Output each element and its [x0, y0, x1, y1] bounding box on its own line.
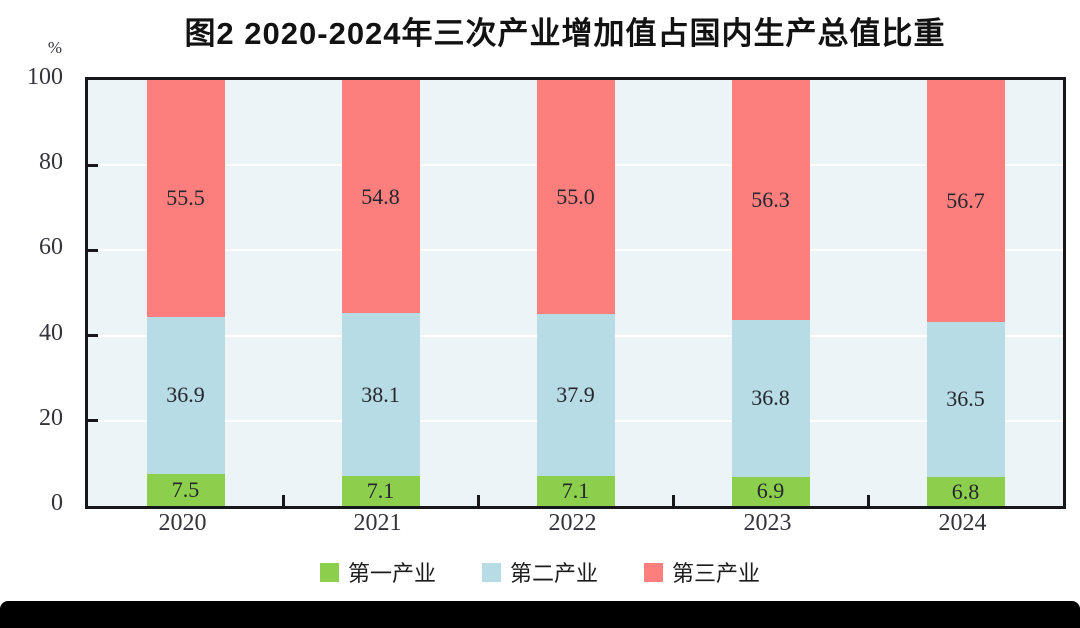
value-label-第一产业-2022: 7.1	[561, 477, 590, 503]
value-label-第一产业-2023: 6.9	[756, 478, 785, 504]
x-axis-label-2023: 2023	[743, 510, 792, 536]
value-label-第三产业-2020: 55.5	[166, 185, 205, 211]
y-tick-60	[88, 248, 98, 252]
y-axis-label-60: 60	[39, 234, 63, 261]
x-boundary-tick-1	[281, 495, 285, 506]
segment-第二产业-2022	[536, 314, 615, 476]
segment-第一产业-2023	[731, 476, 810, 506]
legend-label: 第二产业	[509, 561, 598, 586]
segment-第三产业-2022	[536, 80, 615, 315]
legend-item-第一产业: 第一产业	[319, 556, 436, 588]
y-axis-label-80: 80	[39, 149, 63, 176]
value-label-第一产业-2020: 7.5	[171, 477, 200, 503]
segment-第二产业-2023	[731, 319, 810, 477]
legend-swatch-icon	[481, 562, 501, 582]
value-label-第二产业-2022: 37.9	[556, 382, 595, 408]
value-label-第二产业-2020: 36.9	[166, 382, 205, 408]
legend-label: 第三产业	[672, 561, 761, 586]
y-tick-80	[88, 163, 98, 167]
value-label-第三产业-2022: 55.0	[556, 184, 595, 210]
segment-第三产业-2020	[146, 80, 225, 317]
x-axis-label-2020: 2020	[158, 510, 207, 536]
y-axis-label-100: 100	[27, 64, 63, 90]
legend-item-第二产业: 第二产业	[481, 556, 598, 588]
legend: 第一产业 第二产业 第三产业	[0, 556, 1080, 588]
stacked-bar-2021: 7.1 38.1 54.8	[341, 80, 420, 506]
x-boundary-tick-3	[671, 495, 675, 506]
value-label-第二产业-2023: 36.8	[751, 385, 790, 411]
stacked-bar-2022: 7.1 37.9 55.0	[536, 80, 615, 506]
x-axis-label-2024: 2024	[938, 510, 987, 536]
segment-第三产业-2023	[731, 80, 810, 320]
x-axis-label-2021: 2021	[353, 510, 402, 536]
y-axis-unit-label: %	[47, 38, 62, 57]
segment-第一产业-2020	[146, 474, 225, 506]
y-tick-40	[88, 334, 98, 338]
legend-label: 第一产业	[347, 561, 436, 586]
segment-第二产业-2024	[926, 321, 1005, 478]
stacked-bar-2023: 6.9 36.8 56.3	[731, 80, 810, 506]
segment-第三产业-2024	[926, 80, 1005, 322]
segment-第一产业-2022	[536, 475, 615, 506]
chart-title: 图2 2020-2024年三次产业增加值占国内生产总值比重	[184, 16, 946, 51]
stacked-bar-2024: 6.8 36.5 56.7	[926, 80, 1005, 506]
y-tick-20	[88, 419, 98, 423]
segment-第一产业-2024	[926, 477, 1005, 506]
segment-第一产业-2021	[341, 475, 420, 506]
y-axis-label-40: 40	[39, 319, 63, 346]
segment-第三产业-2021	[341, 80, 420, 314]
legend-swatch-icon	[644, 562, 663, 582]
bottom-black-bar	[0, 601, 1080, 628]
value-label-第一产业-2021: 7.1	[366, 477, 395, 503]
segment-第二产业-2020	[146, 316, 225, 475]
value-label-第二产业-2021: 38.1	[361, 381, 400, 407]
y-axis-label-0: 0	[51, 490, 63, 516]
legend-item-第三产业: 第三产业	[644, 556, 760, 588]
value-label-第一产业-2024: 6.8	[951, 478, 980, 504]
legend-swatch-icon	[319, 562, 339, 582]
value-label-第三产业-2024: 56.7	[946, 187, 985, 213]
segment-第二产业-2021	[341, 313, 420, 476]
value-label-第三产业-2023: 56.3	[751, 186, 790, 212]
x-boundary-tick-4	[866, 495, 870, 506]
plot-area: 7.5 36.9 55.5 7.1 38.1 54.8 7.1 37.9 55.0 6.9 36.8…	[85, 77, 1066, 509]
value-label-第三产业-2021: 54.8	[361, 183, 400, 209]
x-axis-label-2022: 2022	[548, 510, 597, 536]
value-label-第二产业-2024: 36.5	[946, 386, 985, 412]
y-axis-label-20: 20	[39, 404, 63, 431]
x-boundary-tick-2	[476, 495, 480, 506]
stacked-bar-2020: 7.5 36.9 55.5	[146, 80, 225, 506]
